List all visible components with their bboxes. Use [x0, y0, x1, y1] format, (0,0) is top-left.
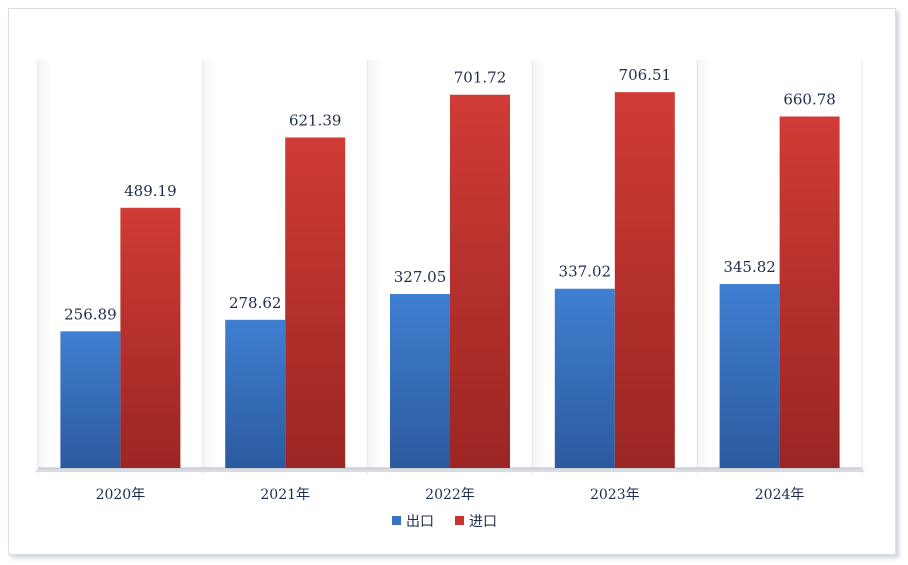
x-tick-label: 2022年 [425, 487, 475, 503]
legend-swatch [392, 516, 401, 525]
plot-wall-shade [697, 60, 712, 468]
legend-label: 进口 [469, 514, 497, 530]
data-label: 278.62 [229, 294, 282, 312]
data-label: 337.02 [559, 263, 612, 281]
x-tick-label: 2020年 [96, 487, 146, 503]
bar-进口-2022年 [450, 94, 510, 468]
bar-进口-2024年 [779, 116, 840, 469]
plot-wall-shade [367, 60, 382, 468]
data-label: 706.51 [619, 66, 672, 84]
data-label: 489.19 [124, 182, 177, 200]
bar-出口-2020年 [60, 331, 121, 468]
legend-label: 出口 [406, 514, 434, 530]
legend: 出口 进口 [392, 514, 497, 530]
bar-出口-2023年 [554, 288, 615, 468]
plot-wall-shade [202, 60, 217, 468]
bar-进口-2020年 [120, 207, 181, 468]
x-tick-label: 2024年 [755, 487, 805, 503]
bar-出口-2022年 [390, 294, 450, 468]
bar-出口-2021年 [225, 319, 286, 468]
x-tick-label: 2023年 [590, 487, 640, 503]
legend-swatch [455, 516, 464, 525]
plot-wall-shade [532, 60, 547, 468]
plot-wall-shade [38, 60, 52, 468]
data-label: 327.05 [394, 268, 447, 286]
data-labels: 256.89 489.19 278.62 621.39 327.05 701.72 337.… [64, 66, 836, 323]
data-label: 345.82 [723, 258, 776, 276]
bars [60, 92, 840, 469]
x-axis: 2020年 2021年 2022年 2023年 2024年 [96, 487, 805, 503]
bar-进口-2023年 [614, 92, 675, 468]
data-label: 621.39 [289, 111, 342, 129]
data-label: 660.78 [783, 91, 836, 109]
data-label: 701.72 [454, 69, 507, 87]
x-tick-label: 2021年 [260, 487, 310, 503]
bar-进口-2021年 [285, 137, 346, 468]
data-label: 256.89 [64, 305, 117, 323]
plot-floor [35, 468, 865, 472]
bar-出口-2024年 [719, 284, 780, 468]
